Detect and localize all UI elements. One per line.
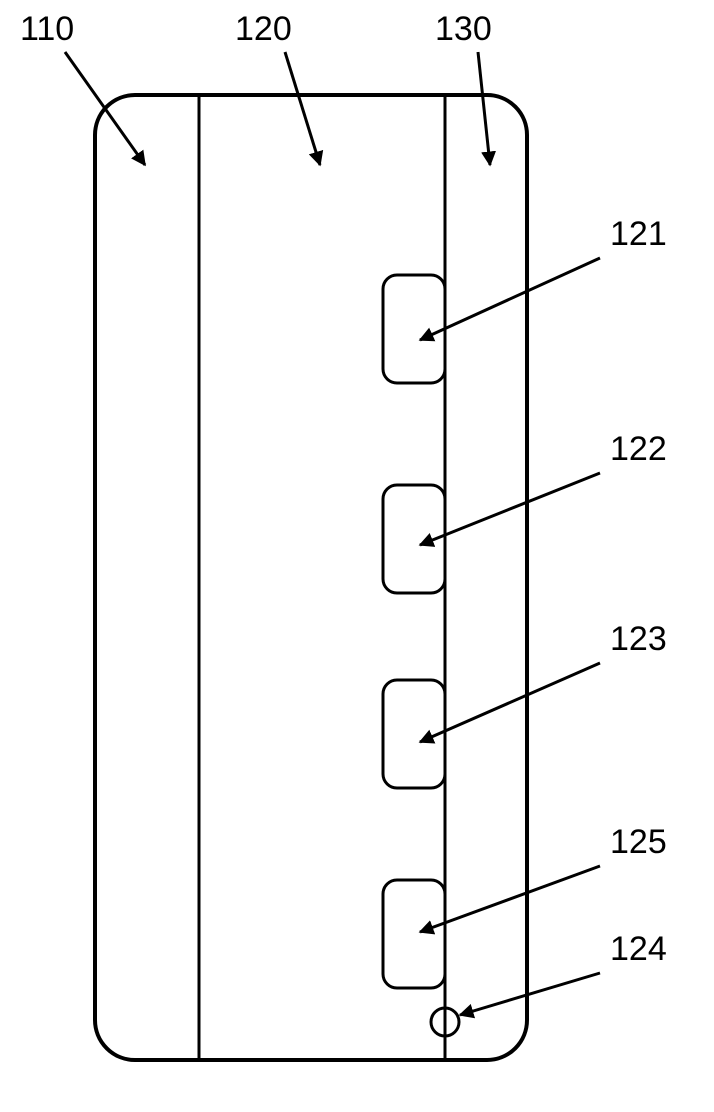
ref-label-130: 130: [435, 10, 492, 48]
ref-label-124: 124: [610, 930, 667, 968]
ref-label-125: 125: [610, 823, 667, 861]
ref-label-120: 120: [235, 10, 292, 48]
ref-label-122: 122: [610, 430, 667, 468]
ref-label-121: 121: [610, 215, 667, 253]
ref-label-123: 123: [610, 620, 667, 658]
ref-label-110: 110: [20, 10, 74, 48]
